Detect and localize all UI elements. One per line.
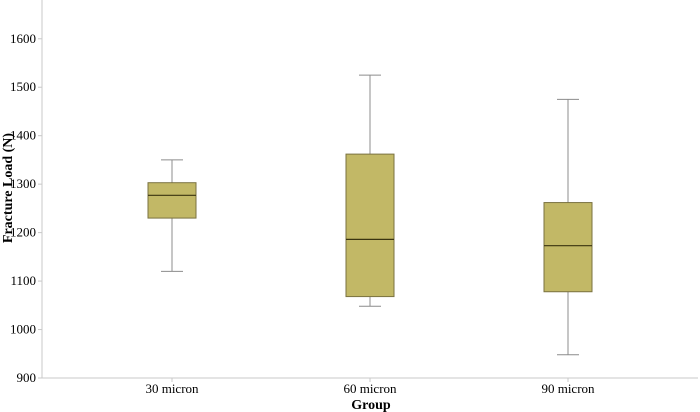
iqr-box <box>345 153 395 298</box>
y-tick-label: 1500 <box>10 79 36 94</box>
y-tick-label: 1000 <box>10 322 36 337</box>
y-tick-label: 1100 <box>10 273 36 288</box>
x-tick-label: 30 micron <box>145 381 199 396</box>
iqr-box <box>147 182 197 219</box>
box-group <box>345 74 395 307</box>
y-ticks: 900 1000 1100 1200 1300 1400 1500 1600 <box>10 31 42 385</box>
y-tick-label: 1200 <box>10 225 36 240</box>
x-tick-label: 60 micron <box>343 381 397 396</box>
y-tick-label: 1300 <box>10 176 36 191</box>
box-group <box>543 98 593 356</box>
x-tick-label: 90 micron <box>541 381 595 396</box>
y-tick-label: 900 <box>17 370 37 385</box>
y-tick-label: 1400 <box>10 128 36 143</box>
x-axis-title: Group <box>351 398 391 412</box>
boxes <box>147 74 593 356</box>
y-axis-title: Fracture Load (N) <box>1 133 16 243</box>
y-tick-label: 1600 <box>10 31 36 46</box>
x-ticks: 30 micron 60 micron 90 micron <box>145 378 595 396</box>
iqr-box <box>543 202 593 293</box>
box-group <box>147 159 197 272</box>
